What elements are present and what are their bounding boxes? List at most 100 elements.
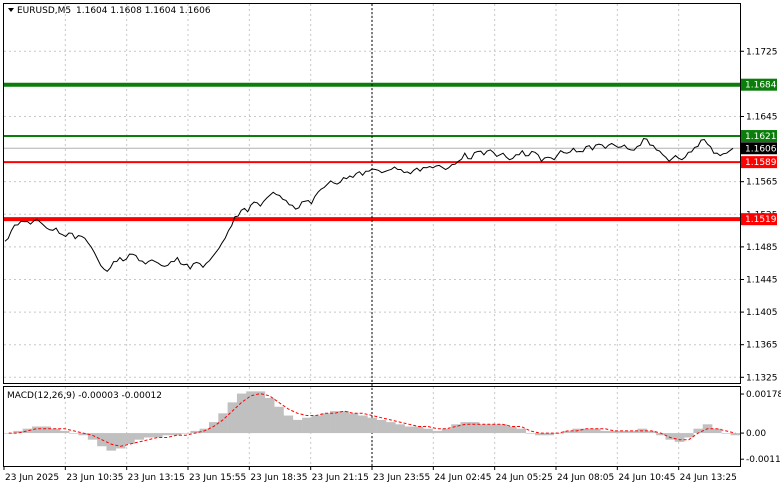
price-tick-label: 1.1445 — [746, 275, 778, 285]
main-frame — [3, 3, 741, 384]
macd-bar — [153, 433, 163, 438]
macd-bar — [31, 426, 42, 434]
macd-bar — [656, 433, 666, 436]
price-tick-label: 1.1485 — [746, 243, 778, 253]
price-grid — [4, 4, 740, 383]
macd-bar — [264, 397, 275, 434]
price-tick-label: 1.1325 — [746, 373, 778, 383]
macd-bar — [507, 426, 517, 434]
price-tick-label: 1.1565 — [746, 178, 778, 188]
macd-bar — [69, 433, 79, 434]
macd-bar — [41, 426, 51, 434]
macd-bar — [730, 433, 741, 436]
macd-bar — [562, 430, 573, 434]
macd-bar — [693, 428, 704, 434]
price-tick-label: 1.1405 — [746, 308, 778, 318]
macd-tick-label: -0.00119 — [746, 455, 781, 465]
level-tag-label: 1.1589 — [745, 158, 777, 168]
level-tag-label: 1.1519 — [745, 215, 777, 225]
time-axis: 23 Jun 2025 23 Jun 10:35 23 Jun 13:15 23 Ju… — [3, 466, 737, 483]
price-tick-label: 1.1645 — [746, 112, 778, 122]
time-tick-label: 24 Jun 02:45 — [434, 473, 491, 483]
level-tag-bg — [741, 213, 777, 226]
time-tick-label: 23 Jun 23:55 — [373, 473, 430, 483]
macd-bar — [255, 391, 266, 434]
macd-bar — [134, 433, 145, 440]
macd-bar — [646, 430, 657, 434]
macd-bar — [320, 413, 331, 434]
macd-bar — [171, 433, 182, 436]
time-tick-label: 23 Jun 21:15 — [312, 473, 369, 483]
macd-bar — [721, 433, 731, 434]
macd-bar — [125, 433, 135, 445]
macd-bar — [497, 424, 508, 434]
macd-bar — [302, 417, 312, 434]
symbol-label: EURUSD,M5 — [17, 6, 71, 16]
macd-bar — [367, 417, 377, 434]
macd-bar — [218, 413, 228, 434]
macd-bar — [348, 413, 359, 434]
macd-bar — [143, 433, 154, 438]
time-tick-label: 23 Jun 2025 — [5, 473, 59, 483]
macd-bar — [618, 430, 629, 434]
macd-bar — [339, 411, 350, 434]
macd-bar — [13, 430, 23, 434]
level-tag-label: 1.1621 — [745, 132, 777, 142]
macd-bar — [404, 426, 415, 434]
level-tag-bg — [741, 130, 777, 143]
current-price-tag-bg — [741, 142, 777, 155]
price-series — [4, 137, 734, 272]
macd-bar — [600, 430, 610, 434]
macd-tick-label: 0.00178 — [746, 390, 781, 400]
price-tick-label: 1.1725 — [746, 47, 778, 57]
macd-signal-line — [8, 393, 736, 447]
time-tick-label: 24 Jun 10:45 — [618, 473, 675, 483]
macd-frame — [3, 386, 741, 467]
macd-bar — [22, 428, 33, 434]
macd-bar — [246, 391, 256, 434]
macd-bar — [479, 424, 489, 434]
dropdown-triangle-icon[interactable] — [8, 8, 14, 12]
macd-bar — [50, 428, 61, 434]
macd-bar — [451, 424, 461, 434]
time-tick-label: 24 Jun 08:05 — [557, 473, 614, 483]
level-tag-bg — [741, 78, 777, 91]
macd-bar — [190, 430, 200, 434]
macd-bar — [488, 424, 499, 434]
macd-bar — [385, 422, 396, 434]
macd-bar — [628, 430, 638, 434]
macd-axis: 0.00178 0.00 -0.00119 — [740, 390, 781, 465]
macd-bar — [712, 428, 722, 434]
macd-bar — [460, 422, 471, 434]
time-tick-label: 23 Jun 10:35 — [66, 473, 123, 483]
macd-bar — [609, 430, 620, 434]
level-tag-label: 1.1684 — [745, 81, 777, 91]
macd-bar — [413, 426, 424, 434]
macd-bar — [227, 402, 238, 434]
macd-bar — [283, 415, 294, 434]
macd-bar — [674, 433, 685, 442]
macd-bar — [274, 406, 284, 434]
macd-series — [4, 391, 741, 451]
time-tick-label: 24 Jun 13:25 — [680, 473, 737, 483]
macd-bar — [162, 433, 172, 436]
macd-bar — [87, 433, 98, 440]
time-tick-label: 23 Jun 15:55 — [189, 473, 246, 483]
macd-bar — [581, 428, 592, 434]
macd-bar — [535, 433, 545, 436]
macd-bar — [115, 433, 126, 449]
level-tag-bg — [741, 156, 777, 169]
level-price-tags: 1.1684 1.1621 1.1589 1.1519 1.1606 — [741, 78, 777, 226]
macd-bar — [432, 430, 443, 434]
macd-bar — [292, 419, 303, 434]
time-tick-label: 23 Jun 18:35 — [250, 473, 307, 483]
macd-bar — [441, 428, 452, 434]
macd-bar — [516, 428, 527, 434]
price-tick-label: 1.1365 — [746, 341, 778, 351]
time-tick-label: 24 Jun 05:25 — [496, 473, 553, 483]
macd-bar — [590, 428, 601, 434]
macd-bar — [684, 433, 694, 438]
time-tick-label: 23 Jun 13:15 — [128, 473, 185, 483]
macd-bar — [78, 433, 89, 436]
